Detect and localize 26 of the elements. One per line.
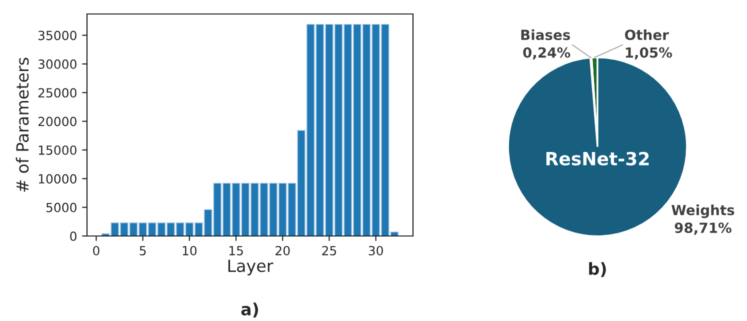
data-label: 98,71% — [674, 222, 732, 235]
slice-label: Biases — [521, 29, 570, 40]
x-tick-label: 10 — [182, 246, 197, 256]
slice-label: Other — [625, 29, 669, 40]
x-axis-title: Layer — [228, 260, 274, 276]
x-tick-label: 20 — [276, 246, 290, 256]
data-label: 1,05% — [626, 47, 672, 60]
y-tick-label: 5000 — [46, 202, 76, 212]
x-tick-label: 0 — [93, 246, 100, 256]
data-label: 0,24% — [523, 47, 570, 60]
y-tick-label: 15000 — [38, 145, 76, 155]
y-axis-title: # of Parameters — [16, 58, 29, 192]
y-tick-label: 10000 — [38, 174, 76, 184]
x-tick-label: 5 — [140, 246, 146, 256]
x-tick-label: 25 — [322, 246, 336, 256]
x-tick-label: 15 — [229, 246, 243, 256]
y-tick-label: 25000 — [38, 88, 76, 98]
slice-label: Weights — [672, 204, 734, 218]
y-tick-label: 35000 — [38, 30, 76, 40]
text: ResNet-32 — [546, 152, 649, 166]
y-tick-label: 30000 — [38, 59, 76, 69]
text: b) — [589, 262, 606, 277]
y-tick-label: 20000 — [38, 116, 76, 126]
text: a) — [241, 302, 258, 318]
x-tick-label: 30 — [368, 246, 383, 256]
y-tick-label: 0 — [70, 231, 76, 241]
